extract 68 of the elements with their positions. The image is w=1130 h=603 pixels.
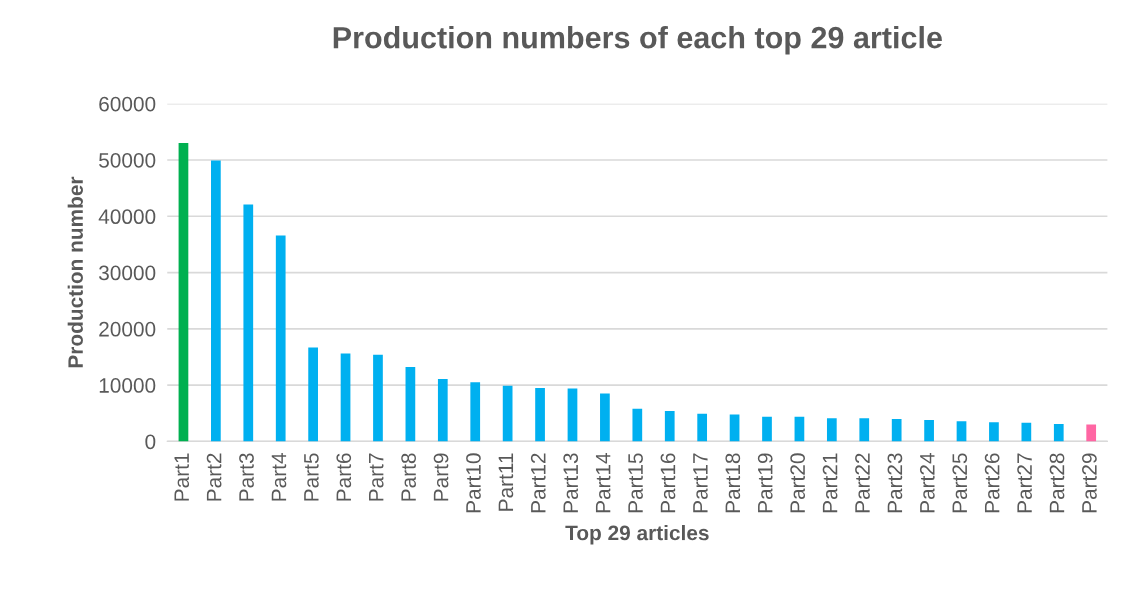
x-tick-label: Part9 xyxy=(433,453,449,501)
bar xyxy=(243,204,254,442)
x-tick-label: Part8 xyxy=(401,453,416,501)
y-tick-label: 50000 xyxy=(99,153,156,168)
bar xyxy=(891,418,902,442)
y-tick-label: 60000 xyxy=(99,96,156,112)
bar xyxy=(1053,423,1064,442)
x-tick-label: Part5 xyxy=(304,453,319,501)
bar xyxy=(600,393,610,442)
bar xyxy=(502,385,513,442)
x-tick-label: Part25 xyxy=(952,453,968,513)
x-axis-title: Top 29 articles xyxy=(565,525,709,545)
y-tick-label: 40000 xyxy=(98,209,156,225)
x-tick-label: Part6 xyxy=(336,453,352,501)
x-tick-label: Part17 xyxy=(693,453,708,513)
x-tick-label: Part10 xyxy=(466,453,481,513)
bar xyxy=(373,354,383,442)
x-tick-label: Part28 xyxy=(1049,453,1065,513)
bar xyxy=(697,413,708,442)
bar xyxy=(1086,424,1097,442)
bar xyxy=(989,422,999,442)
bar xyxy=(211,160,221,442)
x-tick-label: Part22 xyxy=(855,453,870,513)
x-tick-label: Part27 xyxy=(1017,453,1032,513)
bar xyxy=(826,418,837,442)
x-tick-label: Part16 xyxy=(660,453,676,513)
x-tick-label: Part21 xyxy=(822,453,838,513)
bar xyxy=(956,421,967,442)
x-tick-label: Part4 xyxy=(271,453,287,501)
bar xyxy=(924,420,934,442)
bar xyxy=(859,418,870,442)
bar xyxy=(275,235,286,442)
x-tick-label: Part29 xyxy=(1082,453,1097,513)
y-tick-label: 10000 xyxy=(99,378,156,393)
x-tick-label: Part7 xyxy=(369,453,384,501)
x-tick-label: Part20 xyxy=(790,453,806,513)
bar xyxy=(794,416,805,442)
bar xyxy=(632,408,643,442)
y-axis-title: Production number xyxy=(67,176,83,368)
bar xyxy=(470,382,481,442)
bar xyxy=(437,378,448,442)
x-tick-label: Part3 xyxy=(239,453,254,501)
bar xyxy=(729,414,740,442)
bar xyxy=(178,143,189,442)
bar xyxy=(535,387,545,442)
y-tick-label: 20000 xyxy=(99,321,156,337)
x-tick-label: Part18 xyxy=(725,453,741,513)
x-tick-label: Part2 xyxy=(206,453,222,501)
bar xyxy=(567,388,578,442)
bar xyxy=(340,353,351,442)
x-tick-label: Part26 xyxy=(984,453,1000,513)
bar xyxy=(664,411,675,442)
bar xyxy=(1021,422,1032,442)
x-tick-label: Part12 xyxy=(530,453,546,513)
x-tick-label: Part23 xyxy=(887,453,903,513)
chart-title: Production numbers of each top 29 article xyxy=(333,26,942,55)
y-tick-label: 0 xyxy=(145,434,156,450)
x-tick-label: Part14 xyxy=(595,453,611,513)
x-tick-label: Part15 xyxy=(628,453,643,513)
x-tick-label: Part13 xyxy=(563,453,579,513)
bar xyxy=(762,416,772,442)
x-tick-label: Part11 xyxy=(498,453,514,511)
x-tick-label: Part19 xyxy=(757,453,773,513)
x-tick-label: Part24 xyxy=(919,453,935,513)
x-tick-label: Part1 xyxy=(174,453,190,501)
y-tick-label: 30000 xyxy=(99,265,156,281)
bar xyxy=(405,367,416,442)
bar xyxy=(308,347,318,442)
